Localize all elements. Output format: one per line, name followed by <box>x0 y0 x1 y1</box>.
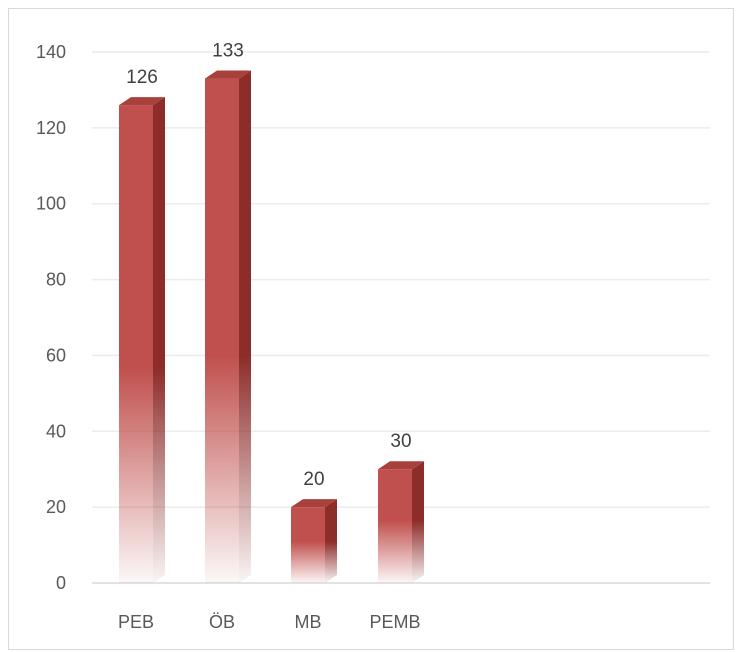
bar-top <box>378 461 424 470</box>
category-label: PEB <box>118 612 154 632</box>
y-tick-label: 120 <box>36 118 66 138</box>
bar-side <box>239 70 251 584</box>
bar-öb <box>205 70 251 584</box>
bar-front <box>291 507 325 583</box>
y-tick-label: 40 <box>46 421 66 441</box>
gridlines <box>92 51 710 584</box>
data-label: 133 <box>212 41 244 62</box>
y-tick-label: 80 <box>46 270 66 290</box>
data-label: 126 <box>126 67 158 88</box>
bar-front <box>378 469 412 583</box>
bar-peb <box>119 97 165 583</box>
bar-side <box>153 97 165 583</box>
category-label: ÖB <box>209 612 235 632</box>
bar-top <box>119 97 165 106</box>
bar-front <box>205 78 239 584</box>
bar-pemb <box>378 461 424 583</box>
bar-mb <box>291 499 337 583</box>
bar-top <box>205 70 251 79</box>
data-labels: 126 133 20 30 <box>126 41 411 491</box>
y-axis-tick-labels: 0 20 40 60 80 100 120 140 <box>36 42 66 593</box>
bar-top <box>291 499 337 508</box>
bars <box>119 70 424 584</box>
bar-side <box>325 499 337 583</box>
bar-side <box>412 461 424 583</box>
y-tick-label: 20 <box>46 497 66 517</box>
x-axis-category-labels: PEB ÖB MB PEMB <box>118 612 421 632</box>
category-label: PEMB <box>369 612 420 632</box>
y-tick-label: 140 <box>36 42 66 62</box>
bar-front <box>119 105 153 583</box>
y-tick-label: 60 <box>46 345 66 365</box>
category-label: MB <box>295 612 322 632</box>
y-tick-label: 0 <box>56 573 66 593</box>
y-tick-label: 100 <box>36 194 66 214</box>
data-label: 20 <box>303 469 324 490</box>
data-label: 30 <box>390 431 411 452</box>
